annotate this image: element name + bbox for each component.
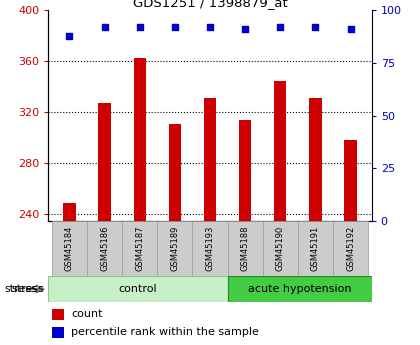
Bar — [344, 140, 357, 221]
Point — [207, 24, 213, 30]
Bar — [169, 124, 181, 221]
Bar — [298, 221, 333, 276]
Title: GDS1251 / 1398879_at: GDS1251 / 1398879_at — [133, 0, 287, 9]
Point — [242, 27, 249, 32]
Text: stress: stress — [11, 284, 44, 294]
Text: control: control — [118, 284, 157, 294]
Point — [312, 24, 319, 30]
Point — [171, 24, 178, 30]
Text: acute hypotension: acute hypotension — [248, 284, 352, 294]
Text: GSM45188: GSM45188 — [241, 226, 249, 271]
Bar — [204, 98, 216, 221]
Point — [101, 24, 108, 30]
Text: count: count — [71, 309, 102, 319]
Text: stress: stress — [5, 284, 38, 294]
Point — [277, 24, 284, 30]
Text: GSM45190: GSM45190 — [276, 226, 285, 271]
Bar — [87, 221, 122, 276]
Bar — [228, 221, 263, 276]
Bar — [52, 327, 65, 338]
Bar — [192, 221, 228, 276]
Text: GSM45189: GSM45189 — [171, 226, 179, 271]
Bar — [122, 221, 157, 276]
Text: GSM45187: GSM45187 — [135, 226, 144, 271]
Bar — [63, 203, 76, 221]
Text: GSM45191: GSM45191 — [311, 226, 320, 271]
Bar — [274, 80, 286, 221]
Bar — [52, 309, 65, 319]
Bar — [157, 221, 192, 276]
Bar — [228, 276, 372, 302]
Text: GSM45184: GSM45184 — [65, 226, 74, 271]
Text: GSM45193: GSM45193 — [205, 226, 215, 271]
Text: GSM45186: GSM45186 — [100, 226, 109, 271]
Bar — [263, 221, 298, 276]
Bar — [309, 98, 322, 221]
Bar — [239, 120, 251, 221]
Bar — [134, 58, 146, 221]
Bar — [52, 221, 87, 276]
Bar — [98, 104, 111, 221]
Point — [66, 33, 73, 38]
Text: percentile rank within the sample: percentile rank within the sample — [71, 327, 259, 337]
Point — [347, 27, 354, 32]
Point — [136, 24, 143, 30]
Text: GSM45192: GSM45192 — [346, 226, 355, 271]
Bar — [48, 276, 228, 302]
Bar — [333, 221, 368, 276]
